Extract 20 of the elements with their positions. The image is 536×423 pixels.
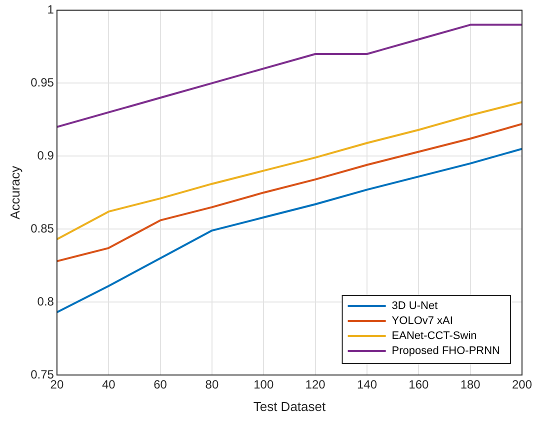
x-tick-label: 100 bbox=[254, 378, 274, 392]
x-axis-title: Test Dataset bbox=[253, 398, 326, 414]
y-tick-label: 0.95 bbox=[30, 75, 54, 90]
y-tick-label: 0.9 bbox=[37, 148, 54, 162]
legend-label: Proposed FHO-PRNN bbox=[392, 345, 500, 358]
x-tick-label: 140 bbox=[356, 378, 378, 392]
x-tick-label: 60 bbox=[154, 378, 168, 392]
x-tick-label: 120 bbox=[305, 378, 326, 392]
x-tick-label: 200 bbox=[512, 378, 532, 392]
x-tick-label: 40 bbox=[102, 378, 116, 392]
x-tick-label: 160 bbox=[408, 378, 429, 392]
x-tick-label: 180 bbox=[460, 378, 481, 392]
y-tick-label: 0.85 bbox=[30, 221, 54, 236]
x-tick-label: 80 bbox=[205, 378, 219, 392]
y-tick-label: 1 bbox=[47, 2, 54, 17]
legend-label: EANet-CCT-Swin bbox=[392, 330, 477, 342]
y-tick-label: 0.8 bbox=[37, 294, 54, 308]
y-axis-title: Accuracy bbox=[7, 165, 22, 220]
legend-label: YOLOv7 xAI bbox=[392, 315, 453, 328]
legend-label: 3D U-Net bbox=[392, 300, 438, 312]
